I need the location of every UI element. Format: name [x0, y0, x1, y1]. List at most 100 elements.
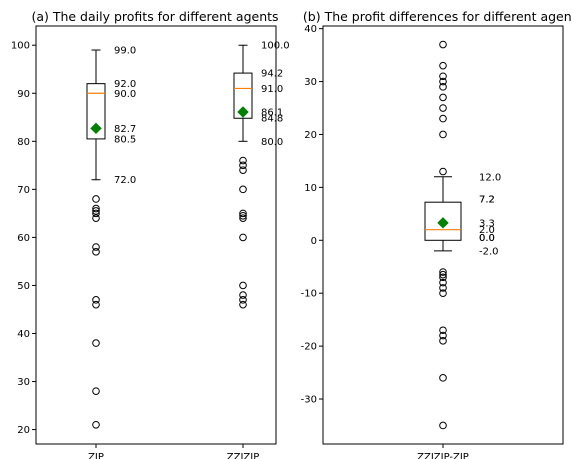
- outlier-point: [239, 161, 247, 170]
- x-axis-a: ZIP ZZIZIP: [88, 444, 259, 459]
- box-zzizip: 100.0 94.2 91.0 86.184.8 80.0: [233, 41, 290, 309]
- data-label: 86.1: [261, 108, 283, 119]
- chart-title-b: (b) The profit differences for different…: [303, 9, 571, 24]
- outlier-point: [439, 273, 447, 282]
- outlier-point: [239, 214, 247, 222]
- outlier-point: [92, 209, 100, 218]
- y-tick-label: 0: [311, 236, 317, 247]
- y-tick-label: 100: [11, 41, 30, 52]
- outlier-point: [92, 300, 100, 309]
- y-tick-label: -20: [301, 342, 317, 353]
- outlier-point: [92, 296, 100, 304]
- mean-marker: [437, 217, 449, 229]
- outlier-point: [439, 278, 447, 287]
- outlier-point: [439, 61, 447, 70]
- box-zip: 99.0 92.090.0 82.780.5 72.0: [86, 46, 136, 429]
- data-label: 91.0: [261, 84, 283, 95]
- x-tick-label: ZIP: [88, 452, 104, 459]
- y-axis-b: -30 -20 -10 0 10 20 30 40: [301, 24, 323, 406]
- outlier-point: [439, 130, 447, 139]
- y-tick-label: 20: [17, 425, 30, 436]
- outlier-point: [439, 289, 447, 298]
- data-label: 0.0: [479, 233, 495, 244]
- outlier-point: [439, 93, 447, 102]
- outlier-point: [439, 268, 447, 276]
- outlier-point: [92, 339, 100, 347]
- outlier-point: [439, 337, 447, 345]
- data-label: 12.0: [479, 172, 501, 183]
- x-tick-label: ZZIZIP-ZIP: [417, 452, 469, 459]
- outlier-point: [439, 374, 447, 382]
- outlier-point: [439, 40, 447, 49]
- data-label: 100.0: [261, 41, 290, 52]
- outlier-point: [439, 270, 447, 279]
- data-label: 2.0: [479, 225, 495, 236]
- y-tick-label: 50: [17, 281, 30, 292]
- outlier-point: [239, 233, 247, 242]
- outlier-point: [439, 284, 447, 292]
- y-tick-label: 20: [304, 130, 317, 141]
- y-tick-label: 70: [17, 185, 30, 196]
- boxes-a: 99.0 92.090.0 82.780.5 72.0 100.0 94.2 91.0 86.…: [86, 41, 290, 429]
- chart-title-a: (a) The daily profits for different agen…: [31, 9, 278, 24]
- outlier-point: [239, 185, 247, 194]
- outlier-point: [439, 77, 447, 86]
- plot-area-a: [35, 25, 277, 445]
- data-label: 84.8: [261, 114, 283, 125]
- outlier-point: [439, 104, 447, 112]
- y-axis-a: 20 30 40 50 60 70 80 90 100: [11, 41, 36, 436]
- data-label: 80.0: [261, 137, 283, 148]
- outlier-point: [239, 296, 247, 304]
- y-tick-label: 90: [17, 89, 30, 100]
- box-zzizip-zip: 12.07.27.23.32.00.00.0-2.0: [424, 40, 501, 430]
- data-label: 82.7: [114, 124, 136, 135]
- outlier-point: [92, 195, 100, 203]
- outlier-point: [439, 83, 447, 91]
- y-tick-label: 40: [304, 24, 317, 35]
- outlier-point: [439, 331, 447, 340]
- mean-marker: [90, 122, 102, 135]
- data-label: 7.2: [479, 195, 495, 206]
- outlier-point: [239, 281, 247, 290]
- data-label: 80.5: [114, 134, 136, 145]
- data-label: 72.0: [114, 175, 136, 186]
- data-label: -2.0: [479, 246, 499, 257]
- outlier-point: [92, 248, 100, 256]
- outlier-point: [92, 204, 100, 213]
- data-label: 0.0: [479, 233, 495, 244]
- outlier-point: [439, 326, 447, 335]
- iqr-box: [86, 83, 106, 140]
- mean-marker: [237, 106, 249, 118]
- outlier-point: [239, 209, 247, 218]
- panel-b: (b) The profit differences for different…: [301, 9, 571, 459]
- y-tick-label: -30: [301, 395, 317, 406]
- data-label: 7.2: [479, 195, 495, 206]
- outlier-point: [92, 387, 100, 395]
- outlier-point: [239, 156, 247, 165]
- outlier-point: [92, 214, 100, 222]
- data-label: 99.0: [114, 46, 136, 57]
- y-tick-label: 10: [304, 183, 317, 194]
- data-label: 92.0: [114, 79, 136, 90]
- outlier-point: [92, 243, 100, 251]
- outlier-point: [92, 207, 100, 215]
- outlier-point: [92, 420, 100, 429]
- outlier-point: [239, 166, 247, 174]
- data-label: 94.2: [261, 69, 283, 80]
- iqr-box: [424, 201, 462, 241]
- y-tick-label: 30: [17, 377, 30, 388]
- y-tick-label: 80: [17, 137, 30, 148]
- outlier-point: [439, 114, 447, 123]
- y-tick-label: -10: [301, 289, 317, 300]
- y-tick-label: 60: [17, 233, 30, 244]
- outlier-point: [439, 167, 447, 176]
- x-tick-label: ZZIZIP: [227, 452, 259, 459]
- outlier-point: [439, 421, 447, 430]
- iqr-box: [233, 72, 253, 119]
- panel-a: (a) The daily profits for different agen…: [11, 9, 290, 459]
- boxes-b: 12.07.27.23.32.00.00.0-2.0: [424, 40, 501, 430]
- data-label: 90.0: [114, 89, 136, 100]
- outlier-point: [439, 72, 447, 81]
- x-axis-b: ZZIZIP-ZIP: [417, 444, 469, 459]
